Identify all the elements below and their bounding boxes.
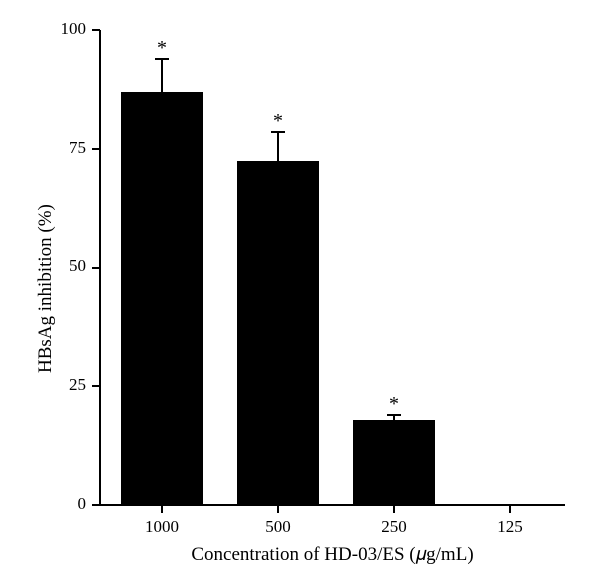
y-tick	[92, 148, 100, 150]
y-tick-label: 100	[61, 19, 87, 39]
x-axis-title: Concentration of HD-03/ES (𝜇g/mL)	[191, 544, 473, 566]
x-tick	[277, 505, 279, 513]
bar	[237, 161, 319, 505]
x-tick-label: 500	[265, 517, 291, 537]
x-tick	[393, 505, 395, 513]
y-tick	[92, 267, 100, 269]
y-axis-title: HBsAg inhibition (%)	[35, 204, 57, 373]
chart-container: 0 25 50 75 100 1000 500 250 125 * * * HBsAg inhib…	[0, 0, 600, 579]
significance-marker: *	[273, 110, 283, 133]
significance-marker: *	[389, 393, 399, 416]
bar	[121, 92, 203, 505]
x-tick	[161, 505, 163, 513]
significance-marker: *	[157, 37, 167, 60]
y-tick-label: 50	[69, 256, 86, 276]
y-tick-label: 75	[69, 138, 86, 158]
y-tick	[92, 385, 100, 387]
error-bar	[277, 132, 279, 161]
x-tick-label: 1000	[145, 517, 179, 537]
x-tick-label: 125	[497, 517, 523, 537]
y-tick	[92, 504, 100, 506]
x-tick	[509, 505, 511, 513]
y-tick	[92, 29, 100, 31]
error-bar	[161, 59, 163, 92]
y-tick-label: 25	[69, 375, 86, 395]
bar	[353, 420, 435, 506]
x-tick-label: 250	[381, 517, 407, 537]
y-tick-label: 0	[78, 494, 87, 514]
